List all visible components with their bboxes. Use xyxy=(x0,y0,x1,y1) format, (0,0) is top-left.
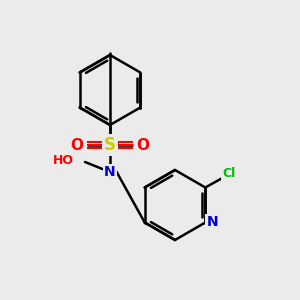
Text: N: N xyxy=(104,165,116,179)
Text: S: S xyxy=(104,136,116,154)
Text: Cl: Cl xyxy=(223,167,236,180)
Text: O: O xyxy=(70,137,83,152)
Text: N: N xyxy=(206,215,218,230)
Text: HO: HO xyxy=(53,154,74,167)
Text: O: O xyxy=(136,137,149,152)
